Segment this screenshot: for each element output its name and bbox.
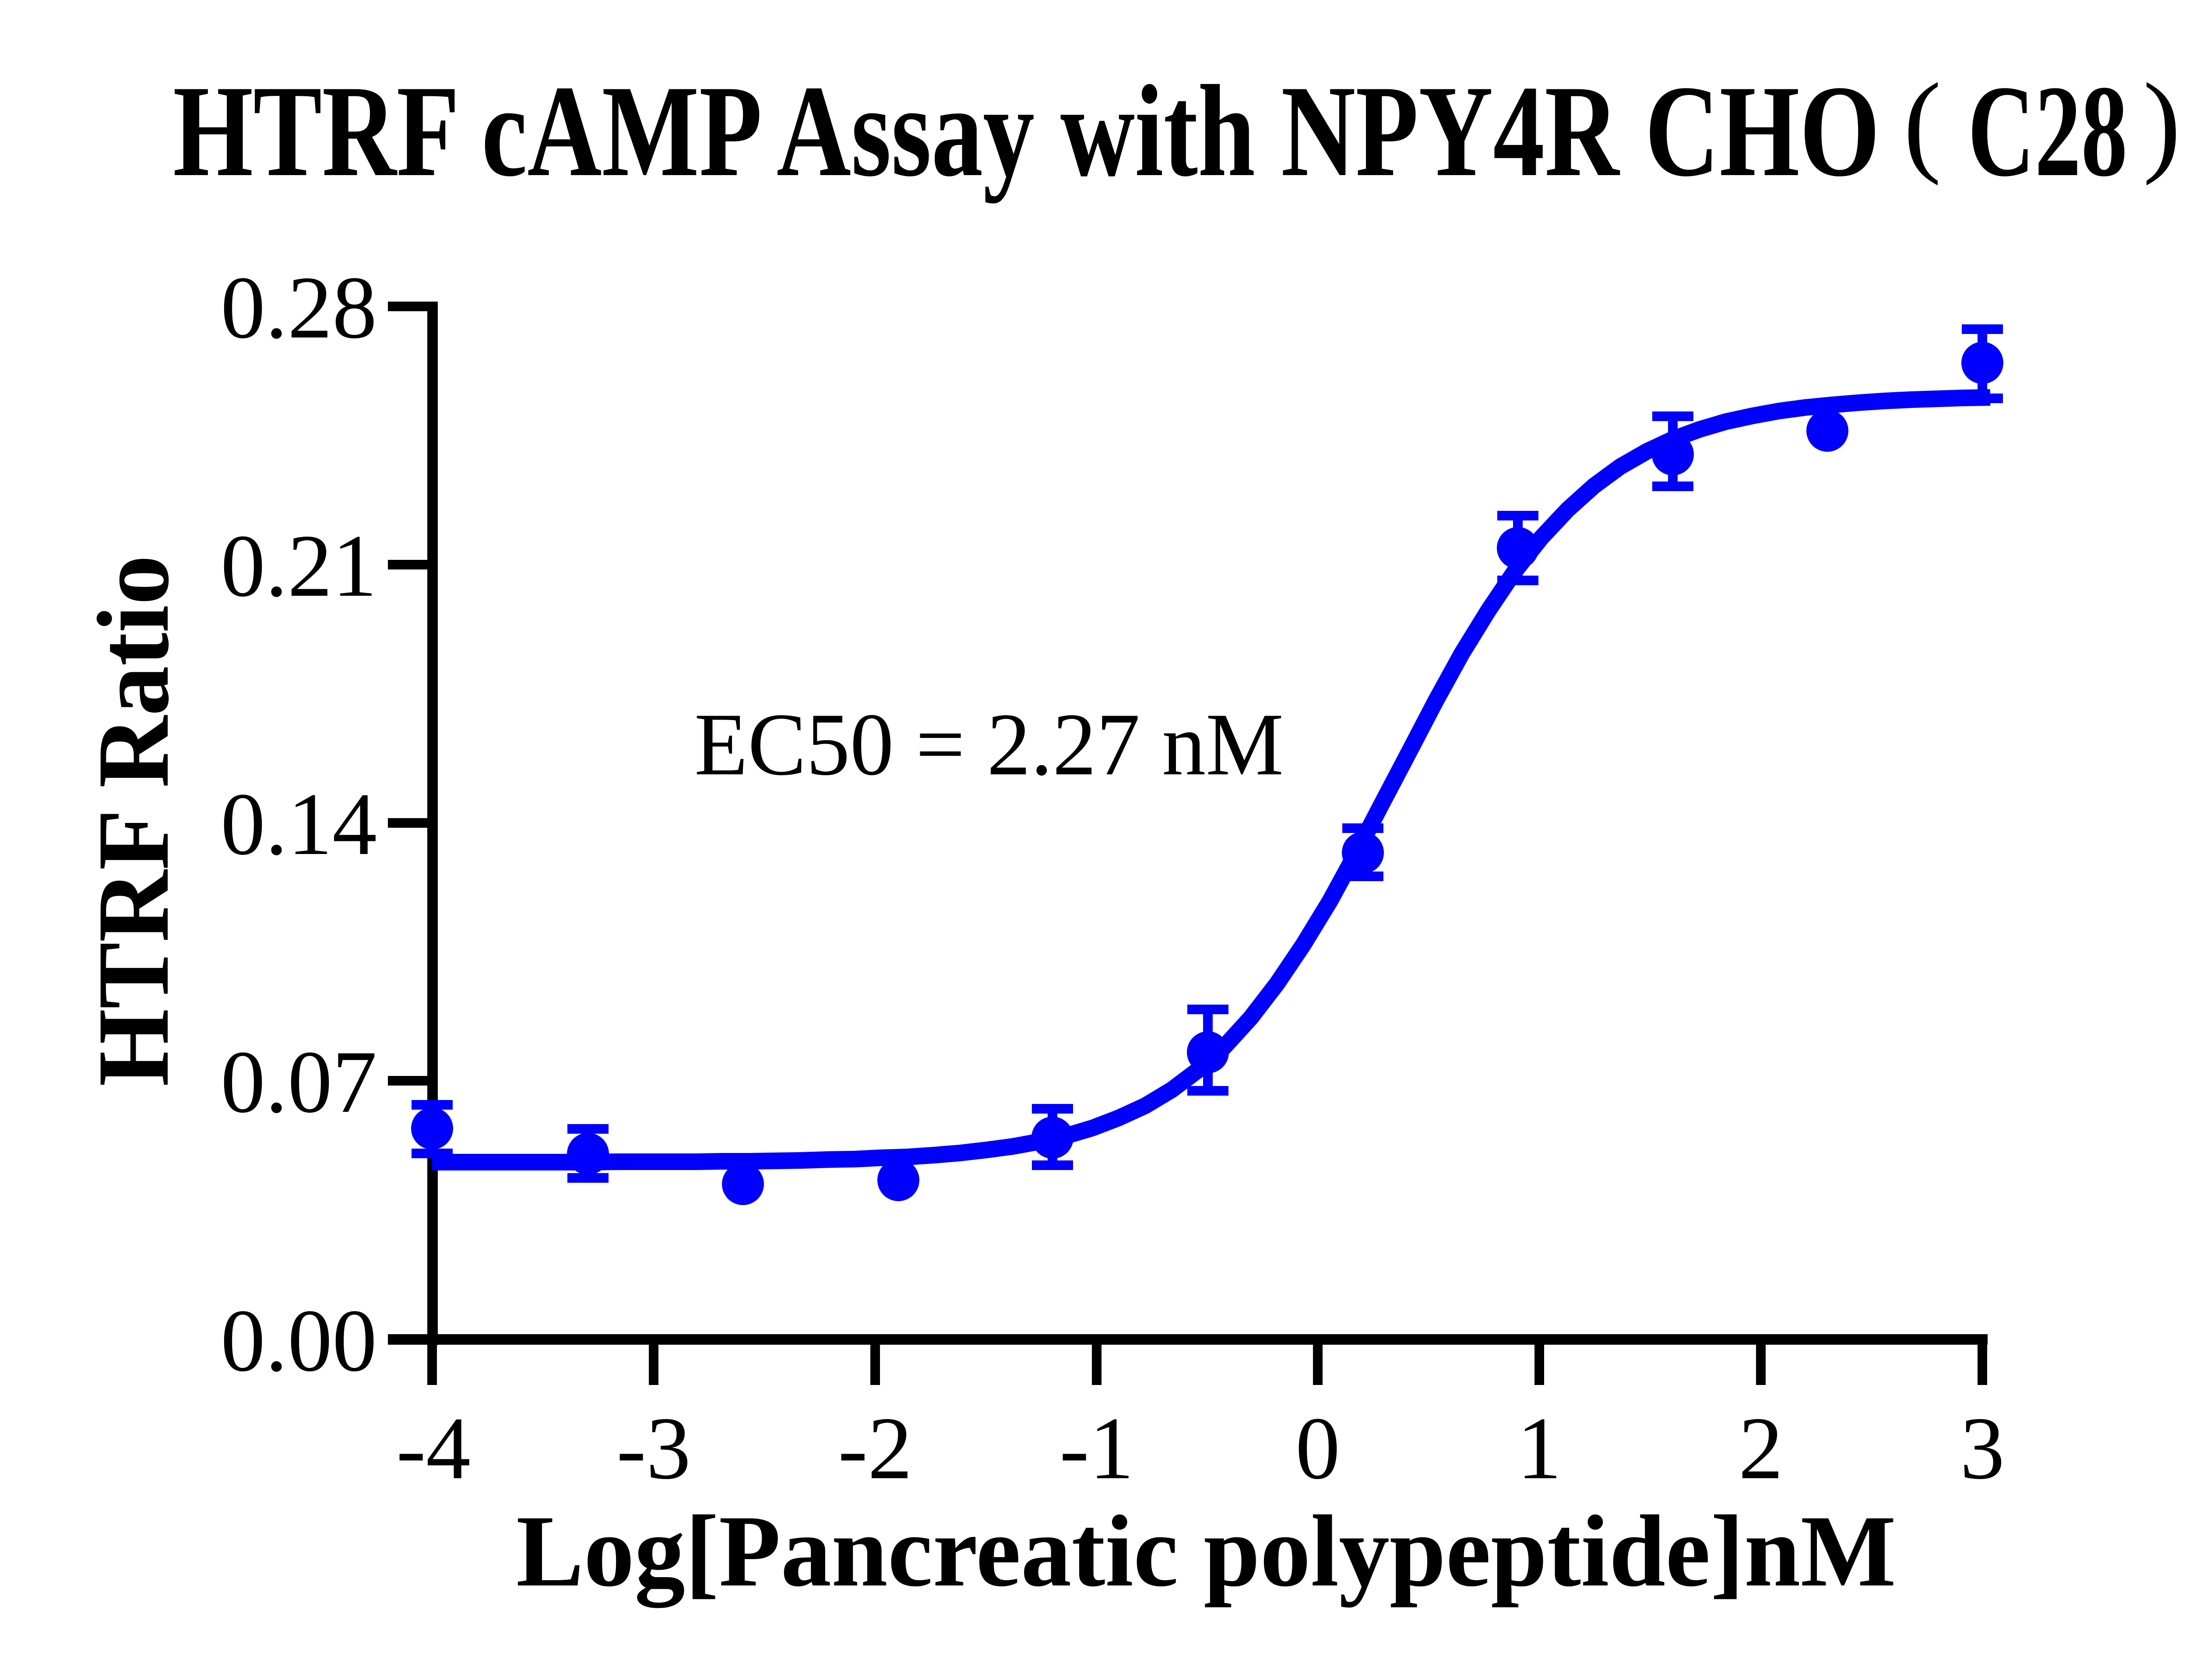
svg-text:0.07: 0.07 (221, 1033, 377, 1132)
svg-text:HTRF Ratio: HTRF Ratio (76, 555, 190, 1086)
svg-text:Log[Pancreatic polypeptide]nM: Log[Pancreatic polypeptide]nM (516, 1494, 1896, 1608)
svg-text:-3: -3 (616, 1399, 691, 1498)
svg-text:0.14: 0.14 (221, 775, 377, 874)
svg-text:2: 2 (1739, 1399, 1783, 1498)
svg-text:HTRF cAMP Assay with NPY4R CHO: HTRF cAMP Assay with NPY4R CHO (173, 58, 1880, 204)
svg-text:(: ( (1904, 60, 1942, 186)
svg-text:0.28: 0.28 (221, 258, 377, 357)
svg-text:-1: -1 (1059, 1399, 1134, 1498)
svg-text:0.21: 0.21 (221, 517, 377, 615)
svg-text:EC50 = 2.27 nM: EC50 = 2.27 nM (694, 695, 1284, 794)
svg-text:0: 0 (1295, 1399, 1340, 1498)
svg-text:0.00: 0.00 (221, 1291, 377, 1390)
svg-text:): ) (2143, 60, 2181, 186)
svg-text:C28: C28 (1968, 58, 2128, 204)
svg-text:-4: -4 (396, 1399, 471, 1498)
svg-text:3: 3 (1960, 1399, 2005, 1498)
svg-text:-2: -2 (838, 1399, 912, 1498)
svg-text:1: 1 (1517, 1399, 1562, 1498)
